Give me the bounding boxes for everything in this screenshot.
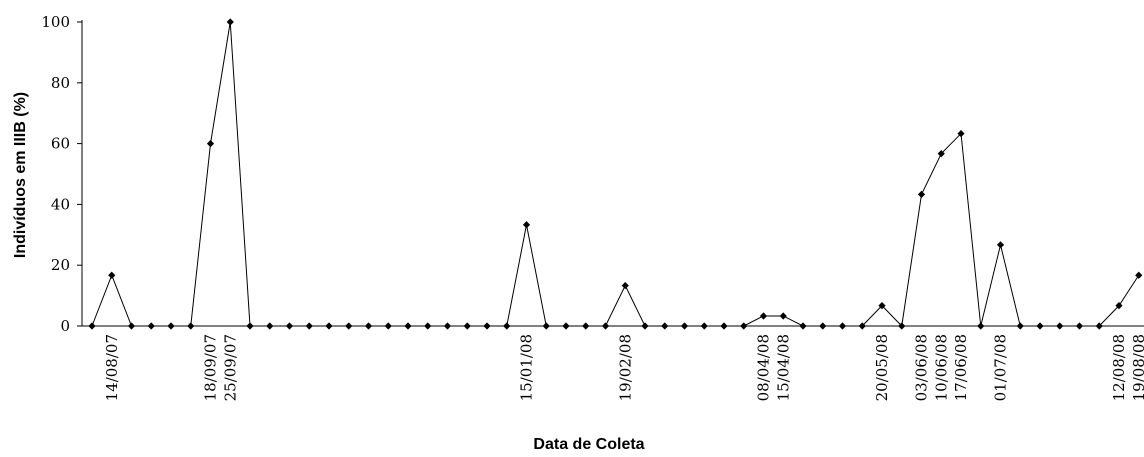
data-point xyxy=(187,322,195,330)
data-point xyxy=(937,150,945,158)
data-point xyxy=(463,322,471,330)
data-point xyxy=(443,322,452,330)
data-point xyxy=(680,322,689,330)
x-tick-label: 25/09/07 xyxy=(221,334,239,401)
data-point xyxy=(325,322,333,330)
data-point xyxy=(1095,322,1103,330)
data-point xyxy=(878,302,886,310)
data-point xyxy=(206,140,215,148)
x-tick-label: 20/05/08 xyxy=(873,334,891,401)
data-point xyxy=(720,322,728,330)
data-point xyxy=(582,322,590,330)
data-point xyxy=(305,322,313,330)
y-tick-label: 60 xyxy=(51,135,70,153)
data-point xyxy=(977,322,985,330)
axes xyxy=(81,20,1144,327)
y-tick-label: 80 xyxy=(51,74,70,92)
series xyxy=(88,18,1143,330)
y-axis-label: Indivíduos em IIIB (%) xyxy=(12,92,29,258)
data-point xyxy=(503,322,511,330)
data-point xyxy=(779,312,787,320)
data-point xyxy=(167,322,175,330)
data-point xyxy=(1115,302,1123,310)
data-point xyxy=(522,221,531,229)
data-point xyxy=(384,322,392,330)
data-point xyxy=(996,241,1005,249)
x-tick-label: 10/06/08 xyxy=(932,334,950,401)
data-point xyxy=(641,322,649,330)
data-point xyxy=(285,322,294,330)
x-ticks: 14/08/07 18/09/07 25/09/07 15/01/08 19/02/08… xyxy=(103,334,1144,401)
data-point xyxy=(858,322,866,330)
x-tick-label: 15/04/08 xyxy=(774,334,792,401)
x-tick-label: 17/06/08 xyxy=(952,334,970,401)
data-point xyxy=(424,322,432,330)
data-point xyxy=(838,322,847,330)
data-point xyxy=(542,322,550,330)
data-point xyxy=(601,322,610,330)
x-tick-label: 15/01/08 xyxy=(518,334,536,401)
x-tick-label: 19/08/08 xyxy=(1130,334,1144,401)
data-point xyxy=(1016,322,1024,330)
data-point xyxy=(246,322,254,330)
data-point xyxy=(898,322,906,330)
data-point xyxy=(108,271,116,279)
data-point xyxy=(759,312,768,320)
data-point xyxy=(483,322,491,330)
data-point xyxy=(1056,322,1064,330)
data-point xyxy=(127,322,136,330)
x-tick-label: 18/09/07 xyxy=(202,334,220,401)
series-line xyxy=(91,21,1140,328)
data-point xyxy=(819,322,827,330)
data-point xyxy=(621,281,629,290)
data-point xyxy=(1135,271,1143,279)
data-point xyxy=(88,322,96,330)
x-tick-label: 19/02/08 xyxy=(616,334,634,401)
y-tick-label: 20 xyxy=(51,256,70,274)
data-point xyxy=(147,322,155,330)
data-point xyxy=(661,322,669,330)
data-point xyxy=(1036,322,1044,330)
x-tick-label: 12/08/08 xyxy=(1110,334,1128,401)
y-tick-label: 100 xyxy=(41,13,70,31)
data-point xyxy=(1075,322,1084,330)
data-point xyxy=(957,129,965,138)
data-point xyxy=(562,322,570,330)
x-tick-label: 03/06/08 xyxy=(913,334,931,401)
data-point xyxy=(799,322,807,330)
y-tick-label: 40 xyxy=(51,195,70,213)
data-point xyxy=(700,322,708,330)
data-point xyxy=(917,190,926,198)
x-tick-label: 14/08/07 xyxy=(103,334,121,401)
y-ticks: 0 20 40 60 80 100 xyxy=(41,13,82,335)
x-tick-label: 08/04/08 xyxy=(755,334,773,401)
y-tick-label: 0 xyxy=(60,317,70,335)
data-point xyxy=(404,322,412,330)
data-point xyxy=(266,322,274,330)
data-point xyxy=(364,322,373,330)
data-point xyxy=(740,322,748,330)
data-point xyxy=(345,322,353,330)
x-axis-label: Data de Coleta xyxy=(533,436,644,453)
data-point xyxy=(226,18,234,26)
x-tick-label: 01/07/08 xyxy=(992,334,1010,401)
